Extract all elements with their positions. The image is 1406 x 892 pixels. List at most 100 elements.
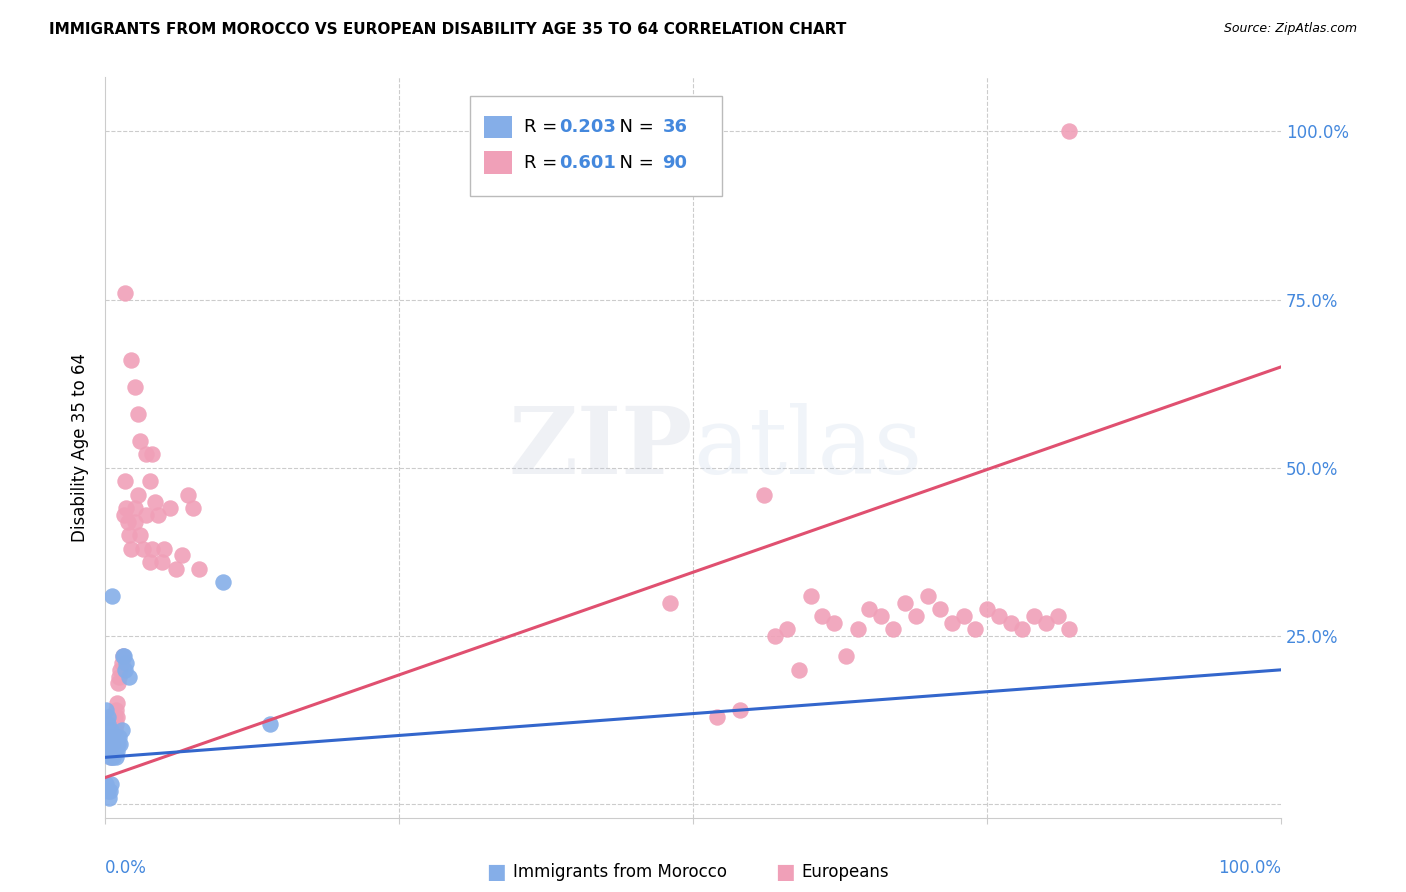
Point [1000, 615, 1022, 630]
Point [97, 743, 120, 757]
Point [103, 737, 125, 751]
Point [101, 750, 124, 764]
Point [97, 710, 120, 724]
Point [787, 663, 810, 677]
Point [1035, 615, 1057, 630]
Point [104, 723, 127, 738]
Point [100, 723, 122, 738]
Point [124, 501, 146, 516]
Point [823, 615, 845, 630]
Text: ZIP: ZIP [509, 402, 693, 492]
Point [100, 777, 122, 791]
Text: 90: 90 [662, 153, 688, 171]
Bar [484, 116, 512, 138]
Text: 0.203: 0.203 [560, 118, 616, 136]
Point [100, 710, 122, 724]
Text: N =: N = [609, 153, 659, 171]
Point [150, 555, 173, 569]
Point [976, 602, 998, 616]
Point [1059, 124, 1081, 138]
Point [98, 737, 121, 751]
Point [111, 649, 134, 664]
Text: Immigrants from Morocco: Immigrants from Morocco [513, 863, 727, 881]
Point [114, 285, 136, 300]
Point [118, 669, 141, 683]
Bar [470, 96, 723, 196]
Point [105, 730, 128, 744]
Point [98, 737, 121, 751]
Point [114, 663, 136, 677]
Point [101, 730, 124, 744]
Point [96, 777, 118, 791]
Point [135, 447, 157, 461]
Point [96, 703, 118, 717]
Point [183, 501, 205, 516]
Point [97, 730, 120, 744]
Point [120, 353, 142, 368]
Point [108, 730, 131, 744]
Text: 0.601: 0.601 [560, 153, 616, 171]
Point [882, 623, 904, 637]
Point [117, 515, 139, 529]
Text: atlas: atlas [693, 402, 922, 492]
Point [141, 447, 163, 461]
Point [112, 508, 135, 522]
Point [1011, 623, 1033, 637]
Point [114, 475, 136, 489]
Point [905, 609, 928, 624]
Point [97, 730, 120, 744]
Point [100, 750, 122, 764]
Point [952, 609, 974, 624]
Text: R =: R = [524, 118, 562, 136]
Point [97, 743, 120, 757]
Point [111, 649, 134, 664]
Point [929, 602, 952, 616]
Point [188, 562, 211, 576]
Point [104, 743, 127, 757]
Point [965, 623, 987, 637]
Point [107, 676, 129, 690]
Point [846, 623, 869, 637]
Point [97, 784, 120, 798]
Point [987, 609, 1010, 624]
Point [1046, 609, 1069, 624]
Point [1059, 623, 1081, 637]
Point [858, 602, 880, 616]
Point [98, 750, 121, 764]
Point [658, 595, 681, 609]
Point [104, 750, 127, 764]
Point [146, 508, 169, 522]
Point [96, 730, 118, 744]
Point [104, 710, 127, 724]
Point [141, 541, 163, 556]
Point [115, 501, 138, 516]
Point [103, 750, 125, 764]
Text: 0.0%: 0.0% [105, 860, 148, 878]
Point [941, 615, 963, 630]
Text: Source: ZipAtlas.com: Source: ZipAtlas.com [1223, 22, 1357, 36]
Point [143, 494, 166, 508]
Point [97, 737, 120, 751]
Point [752, 488, 775, 502]
Point [728, 703, 751, 717]
Text: ■: ■ [486, 863, 506, 882]
Point [111, 656, 134, 670]
Text: ■: ■ [775, 863, 794, 882]
Point [127, 488, 149, 502]
Point [104, 703, 127, 717]
Text: N =: N = [609, 118, 659, 136]
Point [97, 716, 120, 731]
Point [112, 649, 135, 664]
Point [135, 508, 157, 522]
Point [211, 575, 233, 590]
Point [110, 737, 132, 751]
Point [139, 555, 162, 569]
Point [124, 380, 146, 394]
Point [170, 549, 193, 563]
Point [105, 710, 128, 724]
Point [800, 589, 823, 603]
Point [132, 541, 155, 556]
Point [100, 743, 122, 757]
Point [159, 501, 181, 516]
Point [105, 743, 128, 757]
